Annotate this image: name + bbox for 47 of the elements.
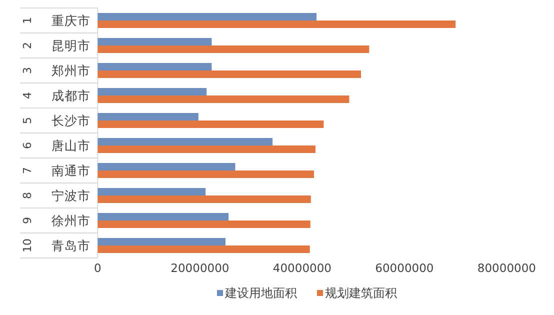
- y-tick-label: 唐山市: [52, 138, 90, 153]
- text: 4: [21, 92, 34, 99]
- y-tick-label: 长沙市: [52, 113, 90, 128]
- bar: [98, 20, 456, 28]
- y-tick-label: 重庆市: [52, 13, 90, 28]
- x-tick-label: 20000000: [170, 261, 230, 275]
- bar: [98, 170, 314, 178]
- bar: [98, 138, 273, 146]
- y-tick-label: 郑州市: [52, 63, 90, 78]
- legend-label: 规划建筑面积: [325, 286, 397, 300]
- x-tick-label: 60000000: [375, 261, 434, 275]
- bar: [98, 213, 229, 220]
- bar: [98, 163, 236, 170]
- bar: [98, 146, 316, 153]
- bar: [98, 46, 370, 53]
- bar: [98, 188, 206, 196]
- y-tick-label: 徐州市: [52, 213, 90, 228]
- text: 5: [21, 117, 34, 124]
- y-tick-label: 青岛市: [52, 238, 90, 253]
- bar: [98, 238, 226, 246]
- bar: [98, 13, 317, 20]
- bar: [98, 120, 324, 128]
- text: 1: [21, 17, 34, 24]
- bar: [98, 220, 310, 228]
- text: 7: [21, 167, 34, 174]
- bar: [98, 196, 311, 203]
- text: 9: [21, 217, 34, 224]
- legend-label: 建设用地面积: [224, 286, 297, 300]
- y-tick-label: 昆明市: [52, 38, 90, 53]
- bar: [98, 246, 310, 253]
- text: 3: [21, 67, 34, 74]
- x-tick-label: 0: [94, 261, 102, 275]
- x-tick-label: 40000000: [272, 261, 332, 275]
- bar: [98, 88, 207, 96]
- y-tick-label: 宁波市: [52, 188, 90, 203]
- bar: [98, 38, 212, 46]
- bar: [98, 70, 361, 78]
- bar: [98, 96, 350, 103]
- bar: [98, 63, 212, 70]
- text: 2: [21, 42, 34, 49]
- text: 6: [21, 142, 34, 149]
- text: 8: [21, 192, 34, 199]
- x-tick-label: 80000000: [477, 261, 536, 275]
- y-tick-label: 成都市: [52, 88, 90, 103]
- bar: [98, 113, 198, 120]
- text: 10: [21, 238, 34, 252]
- y-tick-label: 南通市: [52, 163, 90, 178]
